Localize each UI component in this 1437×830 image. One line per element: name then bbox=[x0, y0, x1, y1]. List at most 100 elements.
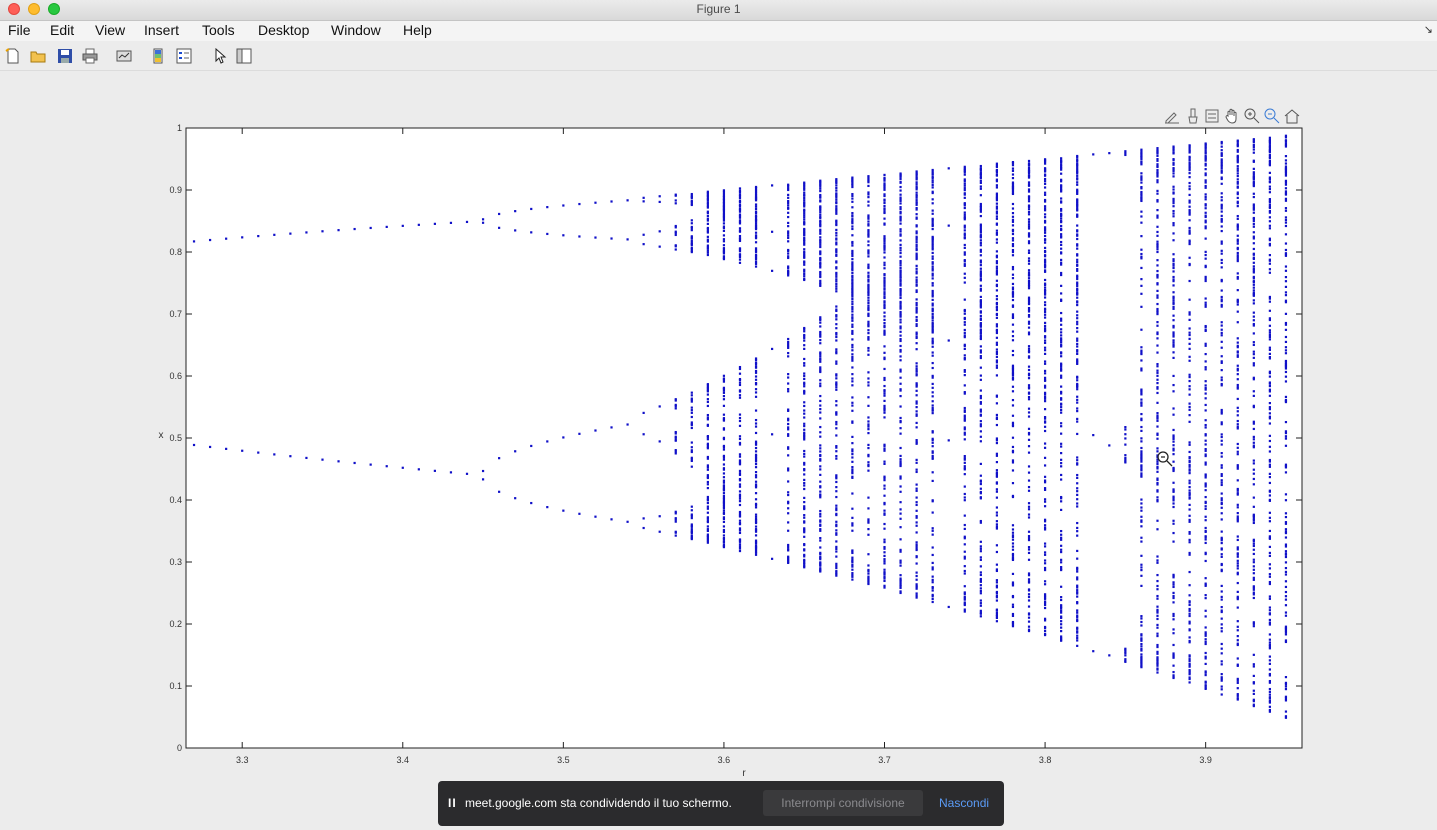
menu-window[interactable]: Window bbox=[331, 22, 381, 38]
data-point bbox=[947, 439, 950, 442]
data-point bbox=[1011, 291, 1015, 294]
data-point bbox=[1220, 512, 1223, 515]
insert-legend-icon[interactable] bbox=[176, 48, 192, 64]
data-point bbox=[1156, 276, 1159, 279]
data-point bbox=[1076, 183, 1079, 186]
link-plot-icon[interactable] bbox=[116, 48, 132, 64]
data-point bbox=[963, 215, 966, 218]
data-point bbox=[1172, 505, 1175, 509]
hide-button[interactable]: Nascondi bbox=[939, 796, 990, 810]
data-point bbox=[915, 306, 918, 309]
minimize-window-button[interactable] bbox=[28, 3, 40, 15]
data-point bbox=[1140, 540, 1143, 543]
menu-file[interactable]: File bbox=[8, 22, 31, 38]
export-icon[interactable] bbox=[1163, 107, 1181, 125]
data-point bbox=[1268, 352, 1271, 355]
data-point bbox=[1220, 652, 1223, 655]
data-point bbox=[803, 520, 806, 523]
zoom-out-icon[interactable] bbox=[1263, 107, 1281, 125]
menu-view[interactable]: View bbox=[95, 22, 126, 38]
data-point bbox=[979, 336, 982, 339]
data-point bbox=[1172, 145, 1175, 148]
data-point bbox=[803, 272, 806, 276]
data-point bbox=[963, 343, 966, 346]
data-point bbox=[1172, 447, 1175, 450]
data-point bbox=[449, 221, 453, 224]
menu-insert[interactable]: Insert bbox=[144, 22, 180, 38]
data-point bbox=[1027, 433, 1031, 436]
data-point bbox=[1204, 164, 1207, 167]
data-point bbox=[835, 457, 838, 460]
data-point bbox=[594, 201, 597, 204]
save-icon[interactable] bbox=[57, 48, 73, 64]
data-point bbox=[1156, 150, 1159, 153]
zoom-window-button[interactable] bbox=[48, 3, 60, 15]
data-point bbox=[530, 207, 533, 211]
data-point bbox=[963, 591, 966, 594]
open-file-icon[interactable] bbox=[30, 48, 46, 64]
data-point bbox=[963, 433, 966, 436]
data-point bbox=[835, 348, 838, 351]
insert-colorbar-icon[interactable] bbox=[150, 48, 166, 64]
data-point bbox=[963, 263, 966, 266]
y-tick-label: 0.2 bbox=[169, 619, 182, 629]
data-point bbox=[835, 208, 838, 212]
data-point bbox=[1076, 261, 1079, 264]
brush-icon[interactable] bbox=[1184, 107, 1202, 125]
data-point bbox=[979, 577, 982, 581]
close-window-button[interactable] bbox=[8, 3, 20, 15]
data-point bbox=[1220, 225, 1223, 228]
zoom-in-icon[interactable] bbox=[1243, 107, 1261, 125]
data-point bbox=[1204, 237, 1207, 240]
data-point bbox=[899, 370, 902, 373]
data-point bbox=[738, 394, 742, 397]
data-point bbox=[1140, 221, 1143, 224]
data-point bbox=[915, 335, 918, 338]
data-point bbox=[995, 563, 999, 566]
data-point bbox=[1172, 275, 1175, 279]
data-point bbox=[690, 200, 693, 204]
data-point bbox=[1172, 499, 1175, 502]
home-icon[interactable] bbox=[1283, 107, 1301, 125]
pan-icon[interactable] bbox=[1223, 107, 1241, 125]
data-point bbox=[738, 453, 742, 456]
new-figure-icon[interactable] bbox=[5, 48, 21, 64]
data-point bbox=[1076, 502, 1079, 505]
data-point bbox=[1284, 328, 1288, 331]
property-editor-icon[interactable] bbox=[236, 48, 252, 64]
data-point bbox=[1204, 476, 1207, 479]
data-point bbox=[819, 211, 822, 214]
data-point bbox=[963, 347, 966, 351]
menu-overflow-icon[interactable]: ↘ bbox=[1423, 24, 1433, 36]
data-point bbox=[995, 361, 999, 364]
data-point bbox=[1043, 198, 1047, 202]
data-point bbox=[851, 292, 854, 295]
data-point bbox=[594, 236, 597, 239]
data-point bbox=[1220, 423, 1223, 426]
stop-sharing-button[interactable]: Interrompi condivisione bbox=[763, 790, 923, 816]
data-point bbox=[1252, 237, 1255, 240]
data-point bbox=[690, 505, 693, 508]
data-point bbox=[787, 196, 790, 199]
data-point bbox=[1172, 297, 1175, 300]
print-icon[interactable] bbox=[82, 48, 98, 64]
data-point bbox=[1284, 143, 1288, 147]
data-point bbox=[1268, 699, 1271, 703]
data-point bbox=[963, 206, 966, 210]
edit-plot-icon[interactable] bbox=[212, 48, 228, 64]
data-point bbox=[899, 460, 902, 463]
data-point bbox=[1236, 167, 1239, 170]
data-point bbox=[835, 250, 838, 254]
menu-tools[interactable]: Tools bbox=[202, 22, 235, 38]
data-point bbox=[995, 199, 999, 202]
data-point bbox=[1027, 313, 1031, 317]
data-point bbox=[722, 520, 726, 523]
menu-desktop[interactable]: Desktop bbox=[258, 22, 310, 38]
data-tips-icon[interactable] bbox=[1203, 107, 1221, 125]
data-point bbox=[1172, 333, 1175, 336]
menu-help[interactable]: Help bbox=[403, 22, 432, 38]
data-point bbox=[931, 451, 934, 454]
menu-edit[interactable]: Edit bbox=[50, 22, 75, 38]
data-point bbox=[1236, 191, 1239, 194]
